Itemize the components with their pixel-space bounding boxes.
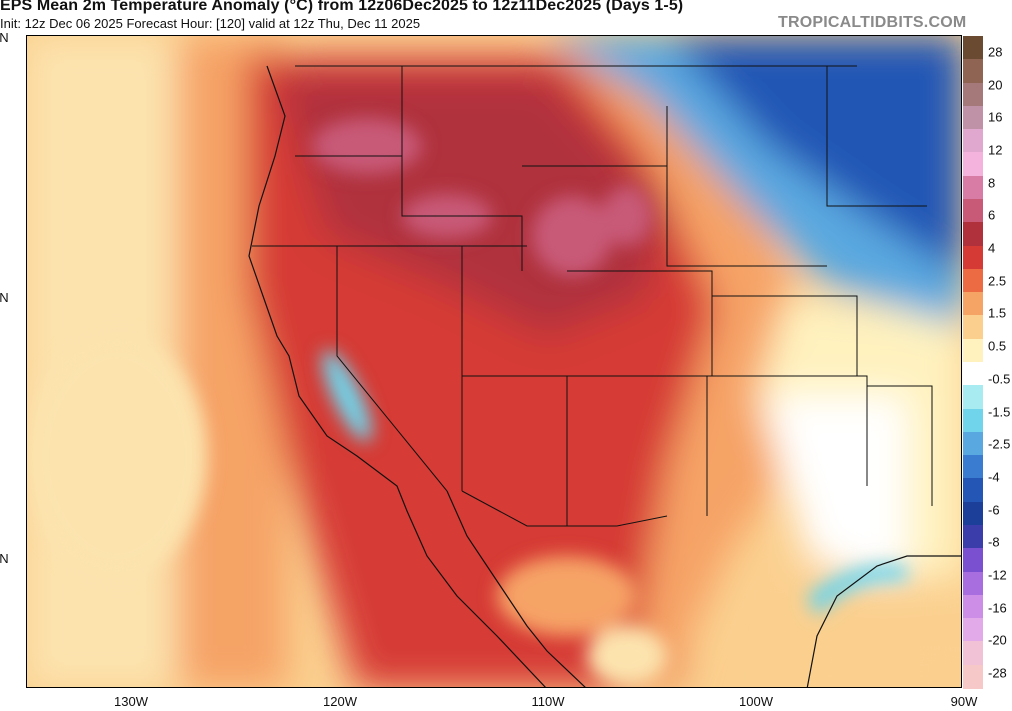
colorbar-swatch xyxy=(963,431,983,456)
colorbar-swatch xyxy=(963,455,983,480)
colorbar-tick-label: 0.5 xyxy=(988,338,1007,354)
colorbar-tick-label: 8 xyxy=(988,175,996,191)
colorbar-tick-label: 6 xyxy=(988,207,996,223)
colorbar-swatch xyxy=(963,175,983,200)
map-title: EPS Mean 2m Temperature Anomaly (°C) fro… xyxy=(0,0,684,14)
colorbar-swatch xyxy=(963,641,983,666)
forecast-info: Init: 12z Dec 06 2025 Forecast Hour: [12… xyxy=(0,16,421,31)
colorbar-tick-label: -6 xyxy=(988,502,1000,518)
colorbar-tick-label: -2.5 xyxy=(988,436,1011,452)
colorbar-tick-label: 4 xyxy=(988,240,996,256)
lon-label: 90W xyxy=(950,694,978,709)
colorbar-swatch xyxy=(963,362,983,386)
colorbar-swatch xyxy=(963,618,983,643)
temperature-anomaly-map xyxy=(26,35,962,688)
anomaly-details xyxy=(27,118,907,686)
colorbar-swatch xyxy=(963,292,983,317)
colorbar-swatch xyxy=(963,478,983,503)
colorbar-swatch xyxy=(963,548,983,573)
lon-label: 110W xyxy=(531,694,565,709)
site-brand: TROPICALTIDBITS.COM xyxy=(778,14,967,31)
colorbar-swatch xyxy=(963,36,983,60)
colorbar-tick-label: -8 xyxy=(988,534,1000,550)
lon-label: 100W xyxy=(739,694,773,709)
coastline xyxy=(248,65,961,687)
lon-label: 120W xyxy=(323,694,357,709)
colorbar-tick-label: 28 xyxy=(988,44,1003,60)
lon-label: 130W xyxy=(114,694,148,709)
colorbar-swatch xyxy=(963,268,983,293)
colorbar-swatch xyxy=(963,664,983,689)
colorbar-swatch xyxy=(963,245,983,270)
anomaly-colorbar xyxy=(963,36,983,689)
lat-label: 0N xyxy=(0,30,9,45)
colorbar-tick-label: -28 xyxy=(988,665,1007,681)
colorbar-swatch xyxy=(963,129,983,154)
colorbar-tick-label: -16 xyxy=(988,600,1007,616)
colorbar-swatch xyxy=(963,315,983,340)
colorbar-tick-label: -0.5 xyxy=(988,371,1011,387)
colorbar-swatch xyxy=(963,501,983,526)
colorbar-swatch xyxy=(963,222,983,247)
colorbar-tick-label: 2.5 xyxy=(988,273,1007,289)
colorbar-tick-label: 20 xyxy=(988,77,1003,93)
colorbar-tick-label: -20 xyxy=(988,632,1007,648)
state-borders xyxy=(252,65,933,527)
lat-label: 0N xyxy=(0,290,9,305)
colorbar-swatch xyxy=(963,152,983,177)
map-canvas xyxy=(27,36,961,687)
colorbar-tick-label: 12 xyxy=(988,142,1003,158)
colorbar-swatch xyxy=(963,338,983,363)
lat-label: 0N xyxy=(0,551,9,566)
colorbar-tick-label: 16 xyxy=(988,109,1003,125)
colorbar-swatch xyxy=(963,408,983,433)
colorbar-swatch xyxy=(963,199,983,223)
colorbar-swatch xyxy=(963,525,983,549)
colorbar-swatch xyxy=(963,385,983,410)
colorbar-tick-label: -1.5 xyxy=(988,404,1011,420)
colorbar-tick-label: -12 xyxy=(988,567,1007,583)
colorbar-swatch xyxy=(963,59,983,84)
colorbar-tick-label: 1.5 xyxy=(988,305,1007,321)
colorbar-swatch xyxy=(963,571,983,596)
colorbar-swatch xyxy=(963,82,983,107)
colorbar-tick-label: -4 xyxy=(988,469,1000,485)
colorbar-swatch xyxy=(963,105,983,130)
colorbar-swatch xyxy=(963,594,983,619)
